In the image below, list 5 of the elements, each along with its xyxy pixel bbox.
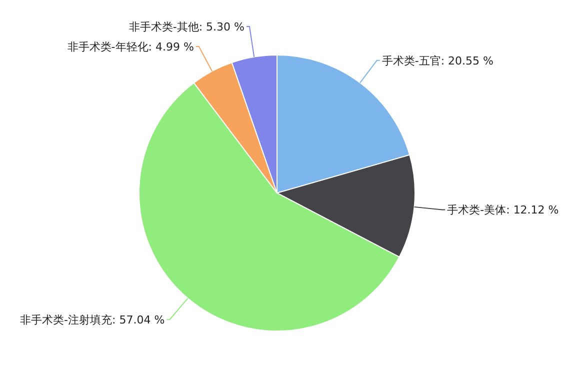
slice-label: 非手术类-年轻化: 4.99 % (67, 40, 194, 54)
slice-label: 非手术类-其他: 5.30 % (128, 20, 244, 34)
slice-label: 手术类-五官: 20.55 % (382, 54, 494, 68)
slice-label: 手术类-美体: 12.12 % (447, 204, 559, 217)
slice-label: 非手术类-注射填充: 57.04 % (20, 313, 165, 326)
